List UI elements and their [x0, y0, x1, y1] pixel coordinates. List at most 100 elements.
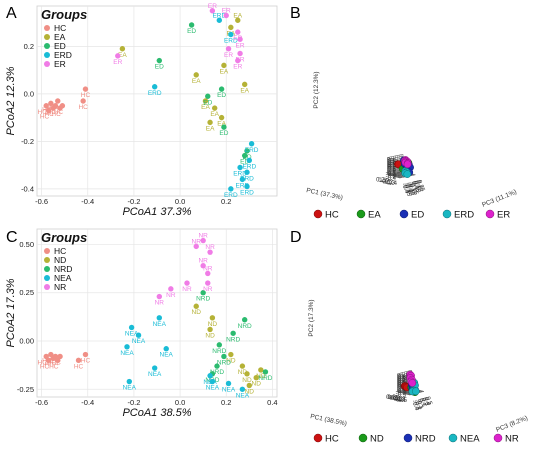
y-tick-label: -0.1 — [386, 170, 397, 176]
data-point — [216, 342, 223, 348]
data-point — [200, 262, 206, 269]
panel-c: C -0.6 -0.4 -0.2 0.0 0.2 0.4 -0.25 0.00 0.25 0.50 P… — [5, 228, 278, 419]
x-tick-label: -0.2 — [127, 398, 140, 407]
data-point — [408, 379, 417, 387]
y-tick-label: 0.25 — [19, 288, 34, 297]
data-point — [135, 332, 142, 338]
y-tick-label: -0.3 — [396, 393, 407, 399]
x-axis-label: PC1 (37.3%) — [306, 187, 344, 202]
z-tick-label: -0.2 — [405, 182, 414, 194]
data-point — [225, 46, 232, 52]
legend-label: NR — [54, 282, 66, 292]
point-label: EA — [240, 87, 249, 94]
point-label: HC — [78, 104, 88, 111]
data-point — [207, 119, 213, 126]
point-label: NEA — [148, 371, 162, 378]
point-label: NEA — [120, 350, 134, 357]
x-tick-label: -0.3 — [385, 180, 396, 186]
point-label: ED — [155, 64, 164, 71]
point-label: NRD — [212, 348, 226, 355]
point-label: EA — [201, 104, 210, 111]
data-point — [239, 386, 246, 392]
point-label: HC — [49, 363, 59, 370]
data-point — [237, 50, 243, 57]
data-point — [82, 86, 89, 92]
data-point — [244, 371, 250, 377]
data-point — [200, 237, 206, 244]
y-tick-label: 0.2 — [388, 165, 397, 171]
legend-label: HC — [54, 246, 66, 256]
y-axis-label: PC2 (12.3%) — [313, 71, 320, 108]
data-point — [235, 57, 241, 64]
y-tick-label: -0.3 — [386, 174, 397, 180]
point-label: ERD — [224, 38, 238, 45]
panel-d: D0.60.50.40.30.20.10-0.1-0.2-0.3-0.5-0.4… — [290, 229, 529, 445]
z-tick-label: 0 — [410, 181, 417, 187]
point-label: NEA — [153, 321, 167, 328]
x-tick-label: -0.2 — [382, 180, 393, 186]
data-point — [48, 100, 54, 107]
point-label: HC — [47, 359, 57, 366]
data-point — [75, 357, 82, 364]
point-label: EA — [217, 121, 226, 128]
x-axis-label: PCoA1 38.5% — [122, 407, 191, 419]
data-point — [228, 351, 234, 358]
x-tick-label: -0.3 — [394, 397, 405, 403]
point-label: ND — [242, 377, 252, 384]
point-label: ED — [219, 130, 228, 137]
data-point — [225, 380, 232, 387]
x-tick-label: 0.2 — [221, 197, 231, 206]
point-label: NEA — [123, 385, 137, 392]
point-label: NRD — [238, 323, 252, 330]
point-label: HC — [38, 109, 48, 116]
data-point — [403, 170, 412, 178]
y-tick-label: 0.5 — [388, 159, 397, 165]
legend-label: NRD — [54, 264, 72, 274]
data-point — [228, 31, 234, 38]
data-point — [411, 387, 420, 396]
data-point — [221, 124, 227, 130]
y-tick-label: 0.4 — [388, 161, 397, 167]
point-label: ERD — [242, 163, 256, 170]
y-tick-label: -0.2 — [21, 137, 34, 146]
z-tick-label: -0.05 — [408, 181, 419, 197]
point-label: NR — [166, 292, 176, 299]
z-tick-label: -0.35 — [401, 182, 412, 198]
x-tick-label: 0.2 — [389, 396, 398, 402]
point-label: HC — [42, 358, 52, 365]
data-point — [52, 103, 59, 109]
data-point — [403, 160, 412, 169]
x-tick-label: 0.3 — [388, 395, 397, 401]
legend-title: Groups — [41, 230, 87, 245]
data-point — [214, 363, 220, 369]
x-tick-label: 0.1 — [390, 396, 399, 402]
x-tick-label: -0.2 — [127, 197, 140, 206]
x-tick-label: -0.2 — [392, 397, 403, 403]
data-point — [246, 382, 253, 389]
x-tick-label: 0.4 — [386, 395, 395, 401]
data-point — [207, 373, 213, 379]
x-axis-label: PCoA1 37.3% — [122, 206, 191, 218]
x-tick-label: 0.0 — [175, 197, 185, 206]
y-tick-label: -0.4 — [21, 184, 34, 193]
data-point — [119, 46, 126, 52]
y-axis-label: PCoA2 12.3% — [5, 66, 17, 135]
point-label: HC — [51, 111, 61, 118]
point-label: ND — [208, 321, 218, 328]
x-tick-label: 0 — [385, 179, 389, 185]
x-tick-label: 0.4 — [267, 398, 277, 407]
data-point — [207, 249, 213, 255]
z-tick-label: 0.2 — [414, 180, 423, 191]
data-point — [235, 17, 241, 23]
legend-swatch — [44, 61, 50, 67]
point-label: EA — [118, 52, 127, 59]
z-tick-label: -0.15 — [406, 181, 417, 197]
legend-label: ND — [370, 434, 384, 445]
x-tick-label: -0.1 — [380, 179, 391, 185]
z-tick-label: 0.15 — [413, 180, 423, 194]
data-point — [218, 114, 225, 121]
point-label: HC — [51, 359, 61, 366]
point-label: ND — [226, 358, 236, 365]
point-label: ED — [203, 99, 212, 106]
